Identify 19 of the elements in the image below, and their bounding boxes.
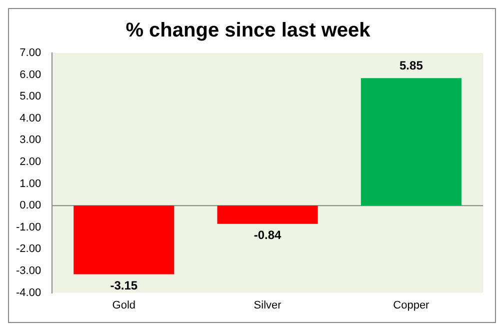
y-tick-label: -4.00 xyxy=(16,286,42,299)
y-tick-label: -1.00 xyxy=(16,221,42,234)
y-tick-label: 3.00 xyxy=(20,134,42,146)
data-label: -0.84 xyxy=(254,228,282,242)
chart-title: % change since last week xyxy=(126,20,372,42)
y-tick-label: 4.00 xyxy=(20,112,42,124)
data-label: -3.15 xyxy=(110,278,138,293)
x-tick-label: Silver xyxy=(254,299,282,312)
y-tick-label: 0.00 xyxy=(20,200,42,212)
y-tick-label: 7.00 xyxy=(20,47,42,60)
x-tick-label: Copper xyxy=(393,299,430,312)
data-label: 5.85 xyxy=(400,58,424,72)
x-tick-label: Gold xyxy=(112,299,136,312)
y-tick-label: 5.00 xyxy=(20,90,42,103)
y-tick-label: -2.00 xyxy=(16,243,42,256)
y-tick-label: 2.00 xyxy=(20,156,42,168)
y-tick-label: 6.00 xyxy=(20,68,42,81)
y-tick-label: 1.00 xyxy=(20,178,42,190)
y-tick-label: -3.00 xyxy=(16,265,42,278)
